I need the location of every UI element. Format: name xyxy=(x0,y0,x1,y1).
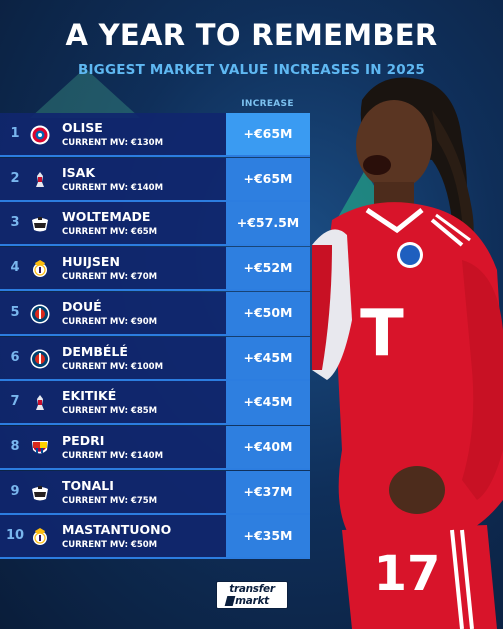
barcelona-crest-icon xyxy=(32,440,48,454)
player-name: TONALI xyxy=(62,477,114,493)
player-name: PEDRI xyxy=(62,432,105,448)
table-row: 8 PEDRI CURRENT MV: €140M +€40M xyxy=(0,425,310,470)
value-increase: +€35M xyxy=(226,515,310,558)
psg-crest-icon xyxy=(30,304,50,324)
table-row: 7 EKITIKÉ CURRENT MV: €85M +€45M xyxy=(0,381,310,426)
logo-line-2: markt xyxy=(235,595,269,607)
current-market-value: CURRENT MV: €100M xyxy=(62,361,164,372)
row-rank: 4 xyxy=(10,260,20,276)
player-name: OLISE xyxy=(62,120,103,135)
newcastle-crest-icon xyxy=(32,217,48,232)
bayern-crest-icon xyxy=(30,125,50,145)
row-rank: 6 xyxy=(10,349,20,365)
player-name: WOLTEMADE xyxy=(62,209,151,225)
value-increase: +€65M xyxy=(226,157,310,200)
liverpool-crest-icon xyxy=(36,395,44,411)
value-increase: +€57.5M xyxy=(226,202,310,245)
value-increase: +€40M xyxy=(226,425,310,468)
transfermarkt-logo: transfer markt xyxy=(216,581,288,609)
table-row: 1 OLISE CURRENT MV: €130M +€65M xyxy=(0,113,310,157)
real-madrid-crest-icon xyxy=(33,260,47,278)
table-row: 9 TONALI CURRENT MV: €75M +€37M xyxy=(0,470,310,515)
page-subtitle: BIGGEST MARKET VALUE INCREASES IN 2025 xyxy=(77,62,426,78)
page-title: A YEAR TO REMEMBER xyxy=(65,18,438,52)
newcastle-crest-icon xyxy=(32,485,48,501)
value-increase: +€45M xyxy=(226,336,310,379)
table-row: 3 WOLTEMADE CURRENT MV: €65M +€57.5M xyxy=(0,202,310,247)
increase-column-header: INCREASE xyxy=(241,99,294,109)
row-rank: 3 xyxy=(10,215,20,231)
player-name: MASTANTUONO xyxy=(62,522,172,538)
player-name: ISAK xyxy=(62,164,96,180)
table-row: 6 DEMBÉLÉ CURRENT MV: €100M +€45M xyxy=(0,336,310,381)
table-row: 10 MASTANTUONO CURRENT MV: €50M +€35M xyxy=(0,515,310,560)
logo-line-1: transfer xyxy=(229,583,275,595)
row-rank: 8 xyxy=(10,438,20,454)
psg-crest-icon xyxy=(30,349,50,368)
current-market-value: CURRENT MV: €140M xyxy=(62,450,164,461)
value-increase: +€50M xyxy=(226,291,310,334)
value-increase: +€37M xyxy=(226,470,310,513)
background-triangle-left xyxy=(30,68,140,118)
player-name: HUIJSEN xyxy=(62,254,120,270)
table-row: 4 HUIJSEN CURRENT MV: €70M +€52M xyxy=(0,247,310,292)
value-increase: +€52M xyxy=(226,247,310,290)
current-market-value: CURRENT MV: €130M xyxy=(62,138,164,148)
jersey-sponsor-letter: T xyxy=(360,297,404,371)
row-rank: 2 xyxy=(10,170,20,186)
row-rank: 9 xyxy=(10,483,20,499)
player-name: DOUÉ xyxy=(62,298,102,314)
current-market-value: CURRENT MV: €50M xyxy=(62,540,158,551)
current-market-value: CURRENT MV: €70M xyxy=(62,272,158,283)
player-name: DEMBÉLÉ xyxy=(62,343,128,359)
value-increase: +€65M xyxy=(226,113,310,155)
jersey-number: 17 xyxy=(374,546,441,602)
player-image: T 17 xyxy=(312,77,503,629)
row-rank: 10 xyxy=(6,528,25,544)
current-market-value: CURRENT MV: €140M xyxy=(62,182,164,193)
current-market-value: CURRENT MV: €65M xyxy=(62,227,158,238)
current-market-value: CURRENT MV: €85M xyxy=(62,406,158,417)
row-rank: 5 xyxy=(10,304,20,320)
value-increase: +€45M xyxy=(226,381,310,424)
row-rank: 7 xyxy=(10,394,20,410)
player-name: EKITIKÉ xyxy=(62,388,117,404)
current-market-value: CURRENT MV: €75M xyxy=(62,495,158,506)
table-row: 5 DOUÉ CURRENT MV: €90M +€50M xyxy=(0,291,310,336)
table-row: 2 ISAK CURRENT MV: €140M +€65M xyxy=(0,157,310,202)
current-market-value: CURRENT MV: €90M xyxy=(62,316,158,327)
row-rank: 1 xyxy=(10,126,20,141)
real-madrid-crest-icon xyxy=(33,528,47,546)
liverpool-crest-icon xyxy=(36,171,44,187)
